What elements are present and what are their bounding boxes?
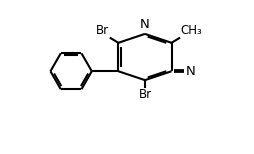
Text: Br: Br	[96, 24, 109, 37]
Text: N: N	[140, 18, 150, 31]
Text: N: N	[185, 65, 195, 78]
Text: CH₃: CH₃	[181, 24, 202, 37]
Text: Br: Br	[138, 88, 151, 101]
